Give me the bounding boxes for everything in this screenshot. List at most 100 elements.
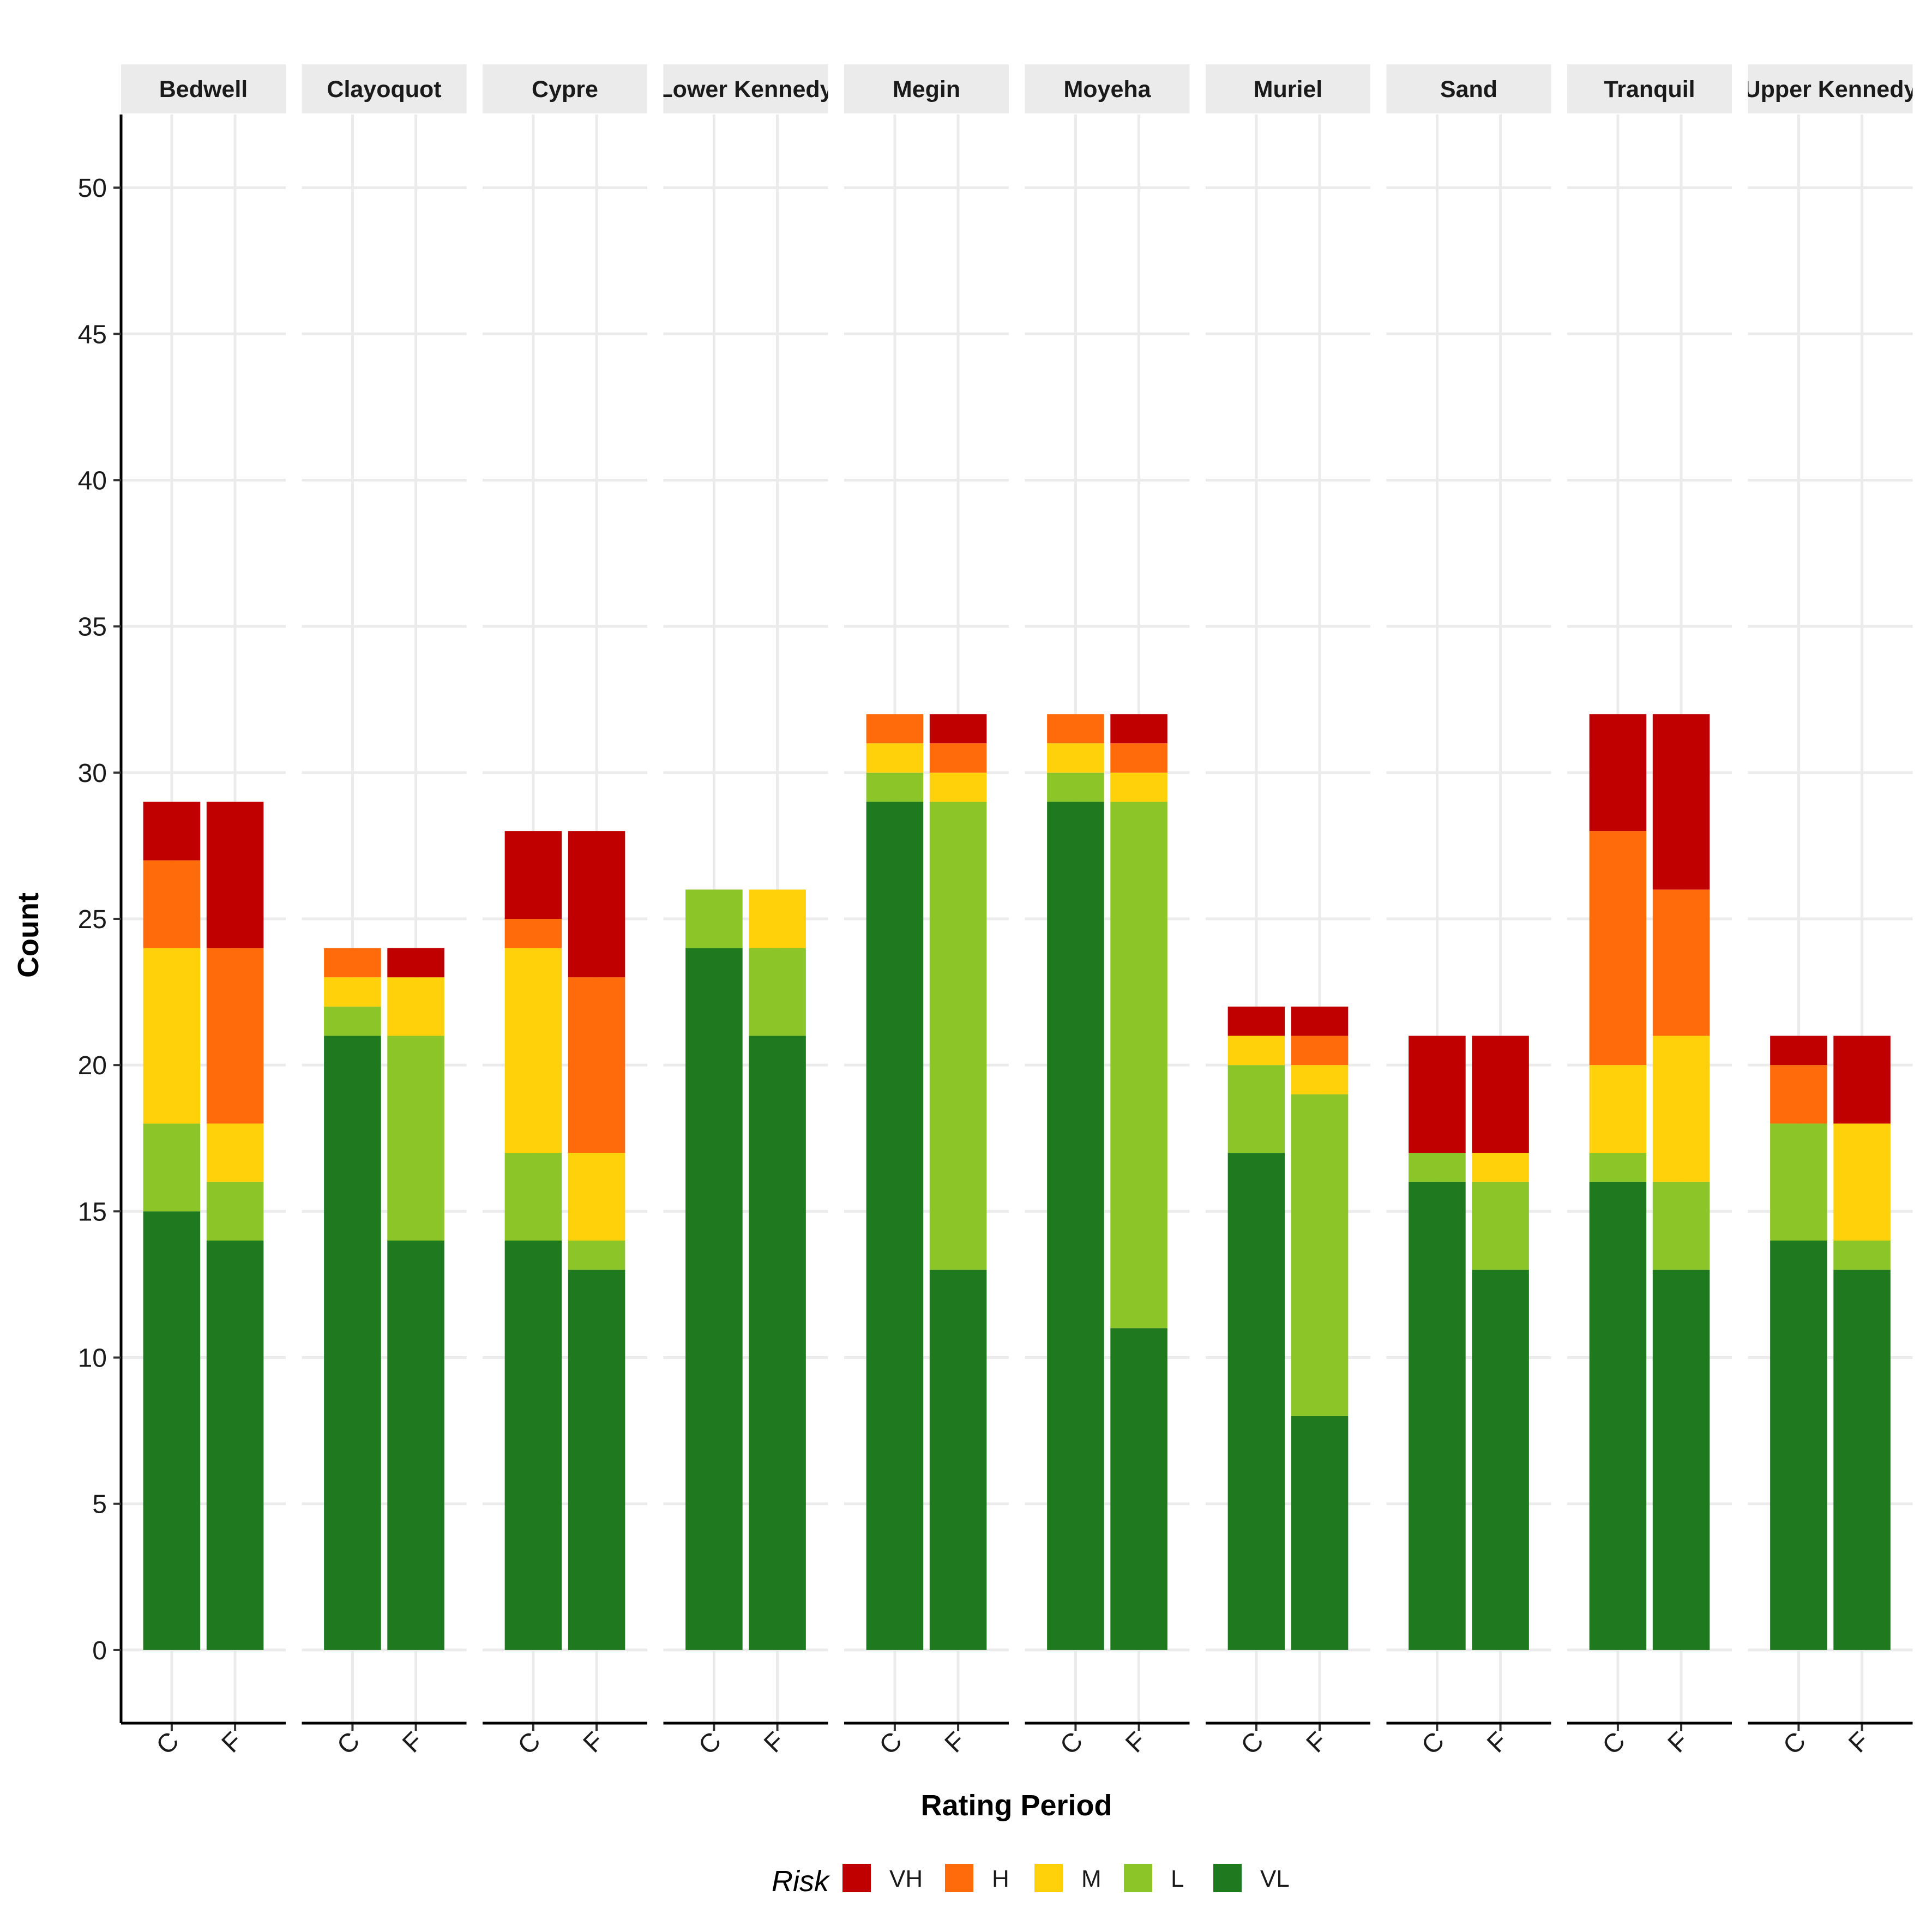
bar-segment-upper-kennedy-F-L <box>1833 1241 1891 1270</box>
x-tick-label: C <box>693 1726 727 1760</box>
facet-label: Clayoquot <box>327 76 441 103</box>
bar-segment-tranquil-F-VL <box>1652 1269 1710 1650</box>
bar-segment-clayoquot-F-VL <box>387 1241 444 1650</box>
facet-label: Muriel <box>1254 76 1323 103</box>
x-tick-label: C <box>1416 1726 1450 1760</box>
bar-segment-tranquil-C-VH <box>1589 714 1647 832</box>
bar-segment-moyeha-F-H <box>1110 743 1167 773</box>
bar-segment-cypre-C-VL <box>504 1241 562 1650</box>
legend: Risk VH H M L VL <box>772 1864 1290 1898</box>
bar-segment-cypre-C-VH <box>504 831 562 919</box>
facet-sand: Sand C F <box>1386 64 1551 1760</box>
bar-segment-tranquil-F-L <box>1652 1182 1710 1270</box>
x-tick-label: F <box>397 1726 429 1758</box>
x-tick-label: C <box>332 1726 365 1760</box>
bar-segment-bedwell-F-H <box>206 948 264 1124</box>
x-tick-label: C <box>1236 1726 1269 1760</box>
facet-label: Tranquil <box>1604 76 1695 103</box>
bar-segment-sand-C-VL <box>1409 1182 1466 1650</box>
facet-strip <box>663 64 828 113</box>
x-tick-label: F <box>578 1726 610 1758</box>
y-tick-label: 5 <box>92 1490 107 1519</box>
bar-segment-tranquil-F-M <box>1652 1036 1710 1182</box>
bar-segment-muriel-F-VH <box>1291 1006 1349 1036</box>
y-tick-label: 0 <box>92 1636 107 1665</box>
facet-strip <box>1206 64 1370 113</box>
bar-segment-megin-F-VL <box>929 1269 987 1650</box>
bar-segment-sand-C-L <box>1409 1153 1466 1182</box>
bar-segment-muriel-C-VH <box>1227 1006 1285 1036</box>
bar-segment-sand-F-VL <box>1472 1269 1529 1650</box>
bar-segment-cypre-F-H <box>568 977 625 1153</box>
bar-segment-megin-C-M <box>866 743 924 773</box>
facet-cypre: Cypre C F <box>483 64 647 1760</box>
bar-segment-upper-kennedy-F-M <box>1833 1123 1891 1241</box>
bar-segment-upper-kennedy-F-VH <box>1833 1036 1891 1124</box>
bar-segment-megin-F-L <box>929 802 987 1270</box>
bar-segment-muriel-C-L <box>1227 1065 1285 1153</box>
facet-strip <box>483 64 647 113</box>
x-tick-label: F <box>1843 1726 1875 1758</box>
facet-label: Megin <box>893 76 960 103</box>
bar-segment-moyeha-F-L <box>1110 802 1167 1328</box>
bar-segment-muriel-C-M <box>1227 1036 1285 1066</box>
bar-segment-cypre-F-VL <box>568 1269 625 1650</box>
bar-segment-sand-C-VH <box>1409 1036 1466 1153</box>
facet-clayoquot: Clayoquot C F <box>302 64 467 1760</box>
bar-segment-lower-kennedy-F-L <box>749 948 806 1036</box>
bar-segment-lower-kennedy-F-VL <box>749 1036 806 1650</box>
facet-strip <box>121 64 286 113</box>
legend-swatch-h <box>945 1864 973 1892</box>
legend-label-l: L <box>1171 1865 1184 1892</box>
bar-segment-megin-C-L <box>866 772 924 802</box>
bar-segment-sand-F-VH <box>1472 1036 1529 1153</box>
y-tick-label: 10 <box>78 1344 107 1373</box>
facet-label: Sand <box>1440 76 1497 103</box>
facet-strip <box>1748 64 1913 113</box>
y-axis: 0 5 10 15 20 25 30 35 40 45 50 <box>78 115 123 1723</box>
bar-segment-tranquil-C-H <box>1589 831 1647 1066</box>
bar-segment-bedwell-C-M <box>143 948 201 1124</box>
bar-segment-cypre-C-L <box>504 1153 562 1241</box>
bar-segment-bedwell-C-VL <box>143 1211 201 1650</box>
bar-segment-moyeha-C-H <box>1047 714 1104 744</box>
bar-segment-tranquil-C-L <box>1589 1153 1647 1182</box>
facet-lower-kennedy: Lower Kennedy C F <box>663 64 828 1760</box>
bar-segment-muriel-F-VL <box>1291 1416 1349 1650</box>
bar-segment-muriel-F-H <box>1291 1036 1349 1066</box>
y-tick-label: 15 <box>78 1197 107 1226</box>
bar-segment-tranquil-F-VH <box>1652 714 1710 890</box>
facet-strip <box>302 64 467 113</box>
bar-segment-megin-C-VL <box>866 802 924 1650</box>
y-tick-label: 45 <box>78 320 107 349</box>
bar-segment-cypre-C-M <box>504 948 562 1153</box>
facet-strip <box>844 64 1009 113</box>
bar-segment-lower-kennedy-F-M <box>749 889 806 948</box>
x-tick-label: C <box>874 1726 908 1760</box>
facet-moyeha: Moyeha C F <box>1025 64 1190 1760</box>
bar-segment-lower-kennedy-C-VL <box>685 948 743 1650</box>
y-tick-label: 30 <box>78 759 107 788</box>
bar-segment-megin-F-H <box>929 743 987 773</box>
bar-segment-tranquil-C-VL <box>1589 1182 1647 1650</box>
bar-segment-sand-F-L <box>1472 1182 1529 1270</box>
legend-label-m: M <box>1081 1865 1102 1892</box>
bar-segment-upper-kennedy-C-H <box>1770 1065 1827 1124</box>
bar-segment-cypre-F-VH <box>568 831 625 978</box>
bar-segment-bedwell-C-H <box>143 860 201 948</box>
bar-segment-clayoquot-C-VL <box>324 1036 381 1650</box>
x-tick-label: C <box>1778 1726 1811 1760</box>
facet-strip <box>1025 64 1190 113</box>
facet-megin: Megin C F <box>844 64 1009 1760</box>
y-tick-label: 35 <box>78 613 107 642</box>
bar-segment-bedwell-C-L <box>143 1123 201 1212</box>
y-tick-label: 50 <box>78 174 107 203</box>
bar-segment-muriel-F-L <box>1291 1094 1349 1416</box>
bar-segment-bedwell-C-VH <box>143 802 201 860</box>
bar-segment-upper-kennedy-C-L <box>1770 1123 1827 1241</box>
bar-segment-moyeha-F-VH <box>1110 714 1167 744</box>
bar-segment-moyeha-F-VL <box>1110 1328 1167 1650</box>
bar-segment-cypre-C-H <box>504 919 562 948</box>
facet-label: Upper Kennedy <box>1744 76 1917 103</box>
